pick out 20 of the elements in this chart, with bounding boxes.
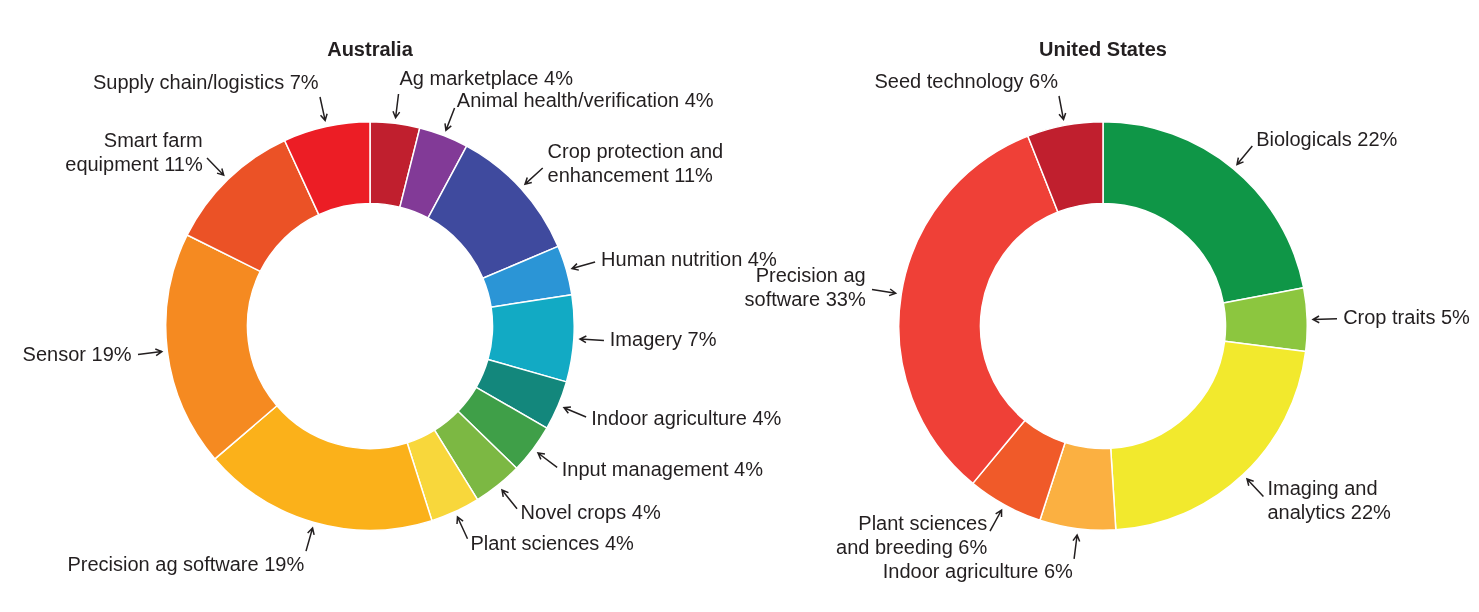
slice-label: Sensor 19% [22,343,132,366]
slice-label: Imagery 7% [609,328,717,351]
slice-label: Animal health/verification 4% [456,89,714,112]
slice-label: Input management 4% [561,458,764,481]
slice-label: Indoor agriculture 4% [591,407,782,430]
chart-title: Australia [327,37,414,60]
slice-label: Novel crops 4% [520,500,661,523]
slice-label: Crop traits 5% [1343,305,1471,328]
slice-label: Supply chain/logistics 7% [92,70,319,93]
slice-label: Smart farm equipment 11% [65,129,203,176]
slice-label: Indoor agriculture 6% [882,559,1074,582]
slice-label: Seed technology 6% [874,69,1059,92]
slice-label: Biologicals 22% [1256,128,1398,151]
slice-label: Plant sciences 4% [470,531,635,554]
chart-title: United States [1039,37,1167,60]
slice-label: Crop protection and enhancement 11% [547,139,724,186]
slice-label: Imaging and analytics 22% [1267,476,1392,523]
slice-label: Plant sciences and breeding 6% [836,512,988,559]
slice-label: Precision ag software 19% [67,552,305,575]
slice-label: Ag marketplace 4% [399,67,574,90]
